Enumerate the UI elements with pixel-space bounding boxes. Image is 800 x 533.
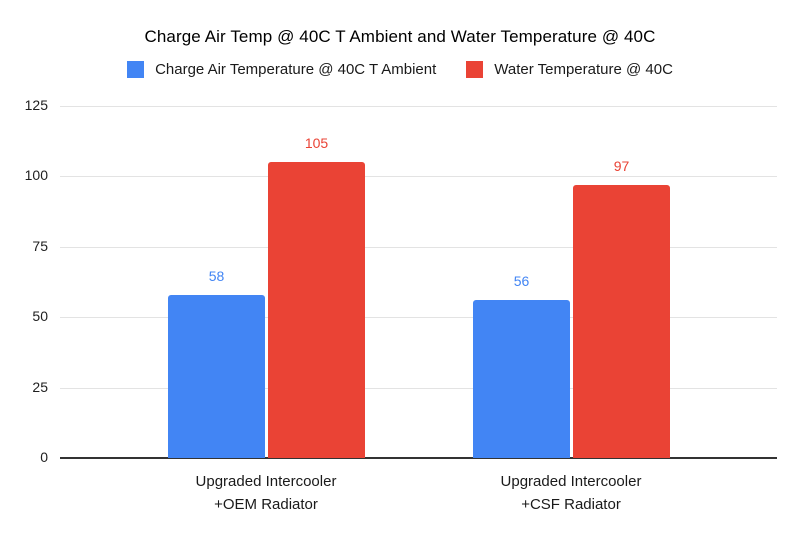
- legend-swatch-water-temp: [466, 61, 484, 78]
- bar-charge-air-group-2: [473, 300, 570, 458]
- legend-swatch-charge-air: [127, 61, 145, 78]
- gridline: [60, 176, 777, 178]
- bar-water-temp-group-2: [573, 185, 670, 458]
- bar-value-label: 58: [208, 268, 225, 284]
- category-label: Upgraded Intercooler +CSF Radiator: [500, 473, 642, 513]
- y-axis-tick-label: 25: [32, 378, 48, 395]
- gridline: [60, 106, 777, 107]
- category-label: Upgraded Intercooler +OEM Radiator: [195, 473, 337, 513]
- gridline: [60, 317, 777, 319]
- y-axis-tick-label: 0: [40, 449, 48, 465]
- bar-water-temp-group-1: [268, 162, 365, 458]
- y-axis-tick-label: 100: [24, 167, 48, 184]
- legend-item-label: Water Temperature @ 40C: [494, 61, 673, 78]
- legend-item-label: Charge Air Temperature @ 40C T Ambient: [155, 61, 437, 78]
- x-axis-line: [60, 457, 777, 459]
- y-axis-tick-label: 75: [32, 237, 48, 254]
- bar-charge-air-group-1: [168, 295, 265, 458]
- legend-item-charge-air: Charge Air Temperature @ 40C T Ambient: [127, 61, 436, 78]
- legend-item-water-temp: Water Temperature @ 40C: [466, 61, 673, 78]
- bar-value-label: 56: [513, 273, 530, 289]
- bar-value-label: 97: [613, 158, 630, 174]
- gridline: [60, 387, 777, 389]
- gridline: [60, 246, 777, 248]
- plot-area: 58 105 56 97: [60, 106, 777, 459]
- bar-value-label: 105: [304, 135, 329, 151]
- y-axis-tick-label: 50: [32, 308, 48, 325]
- chart-title: Charge Air Temp @ 40C T Ambient and Wate…: [144, 27, 656, 46]
- legend: Charge Air Temperature @ 40C T Ambient W…: [0, 61, 800, 78]
- y-axis-tick-label: 125: [24, 97, 48, 113]
